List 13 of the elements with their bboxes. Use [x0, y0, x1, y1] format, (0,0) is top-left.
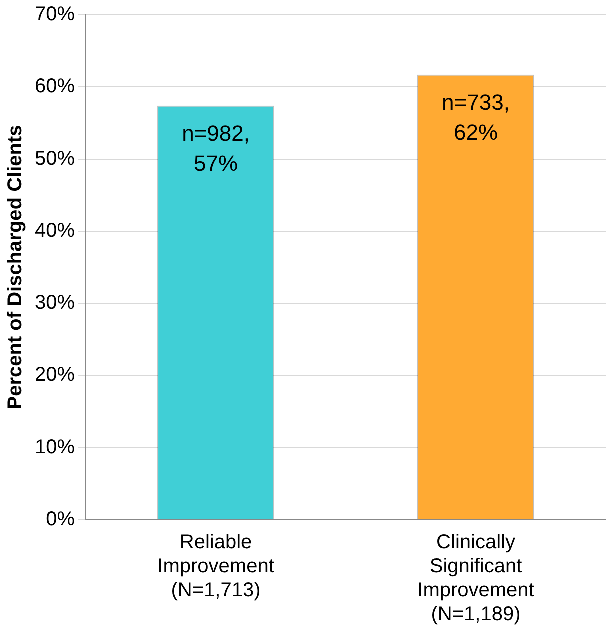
y-tick-label: 40% [35, 220, 76, 242]
y-tick-label: 0% [46, 508, 76, 531]
y-tick-label: 50% [35, 148, 76, 170]
y-tick-label: 10% [35, 436, 76, 458]
x-tick-label: Clinically Significant Improvement (N=1,189) [418, 532, 535, 626]
y-tick-label: 70% [35, 4, 76, 26]
data-label: n=733, 62% [442, 90, 510, 145]
x-tick-label: Reliable Improvement (N=1,713) [158, 532, 275, 602]
y-tick-label: 30% [35, 292, 76, 314]
y-tick-label: 20% [35, 364, 76, 386]
y-tick-label: 60% [35, 76, 76, 98]
y-axis-title: Percent of Discharged Clients [4, 125, 27, 410]
data-label: n=982, 57% [182, 120, 250, 176]
